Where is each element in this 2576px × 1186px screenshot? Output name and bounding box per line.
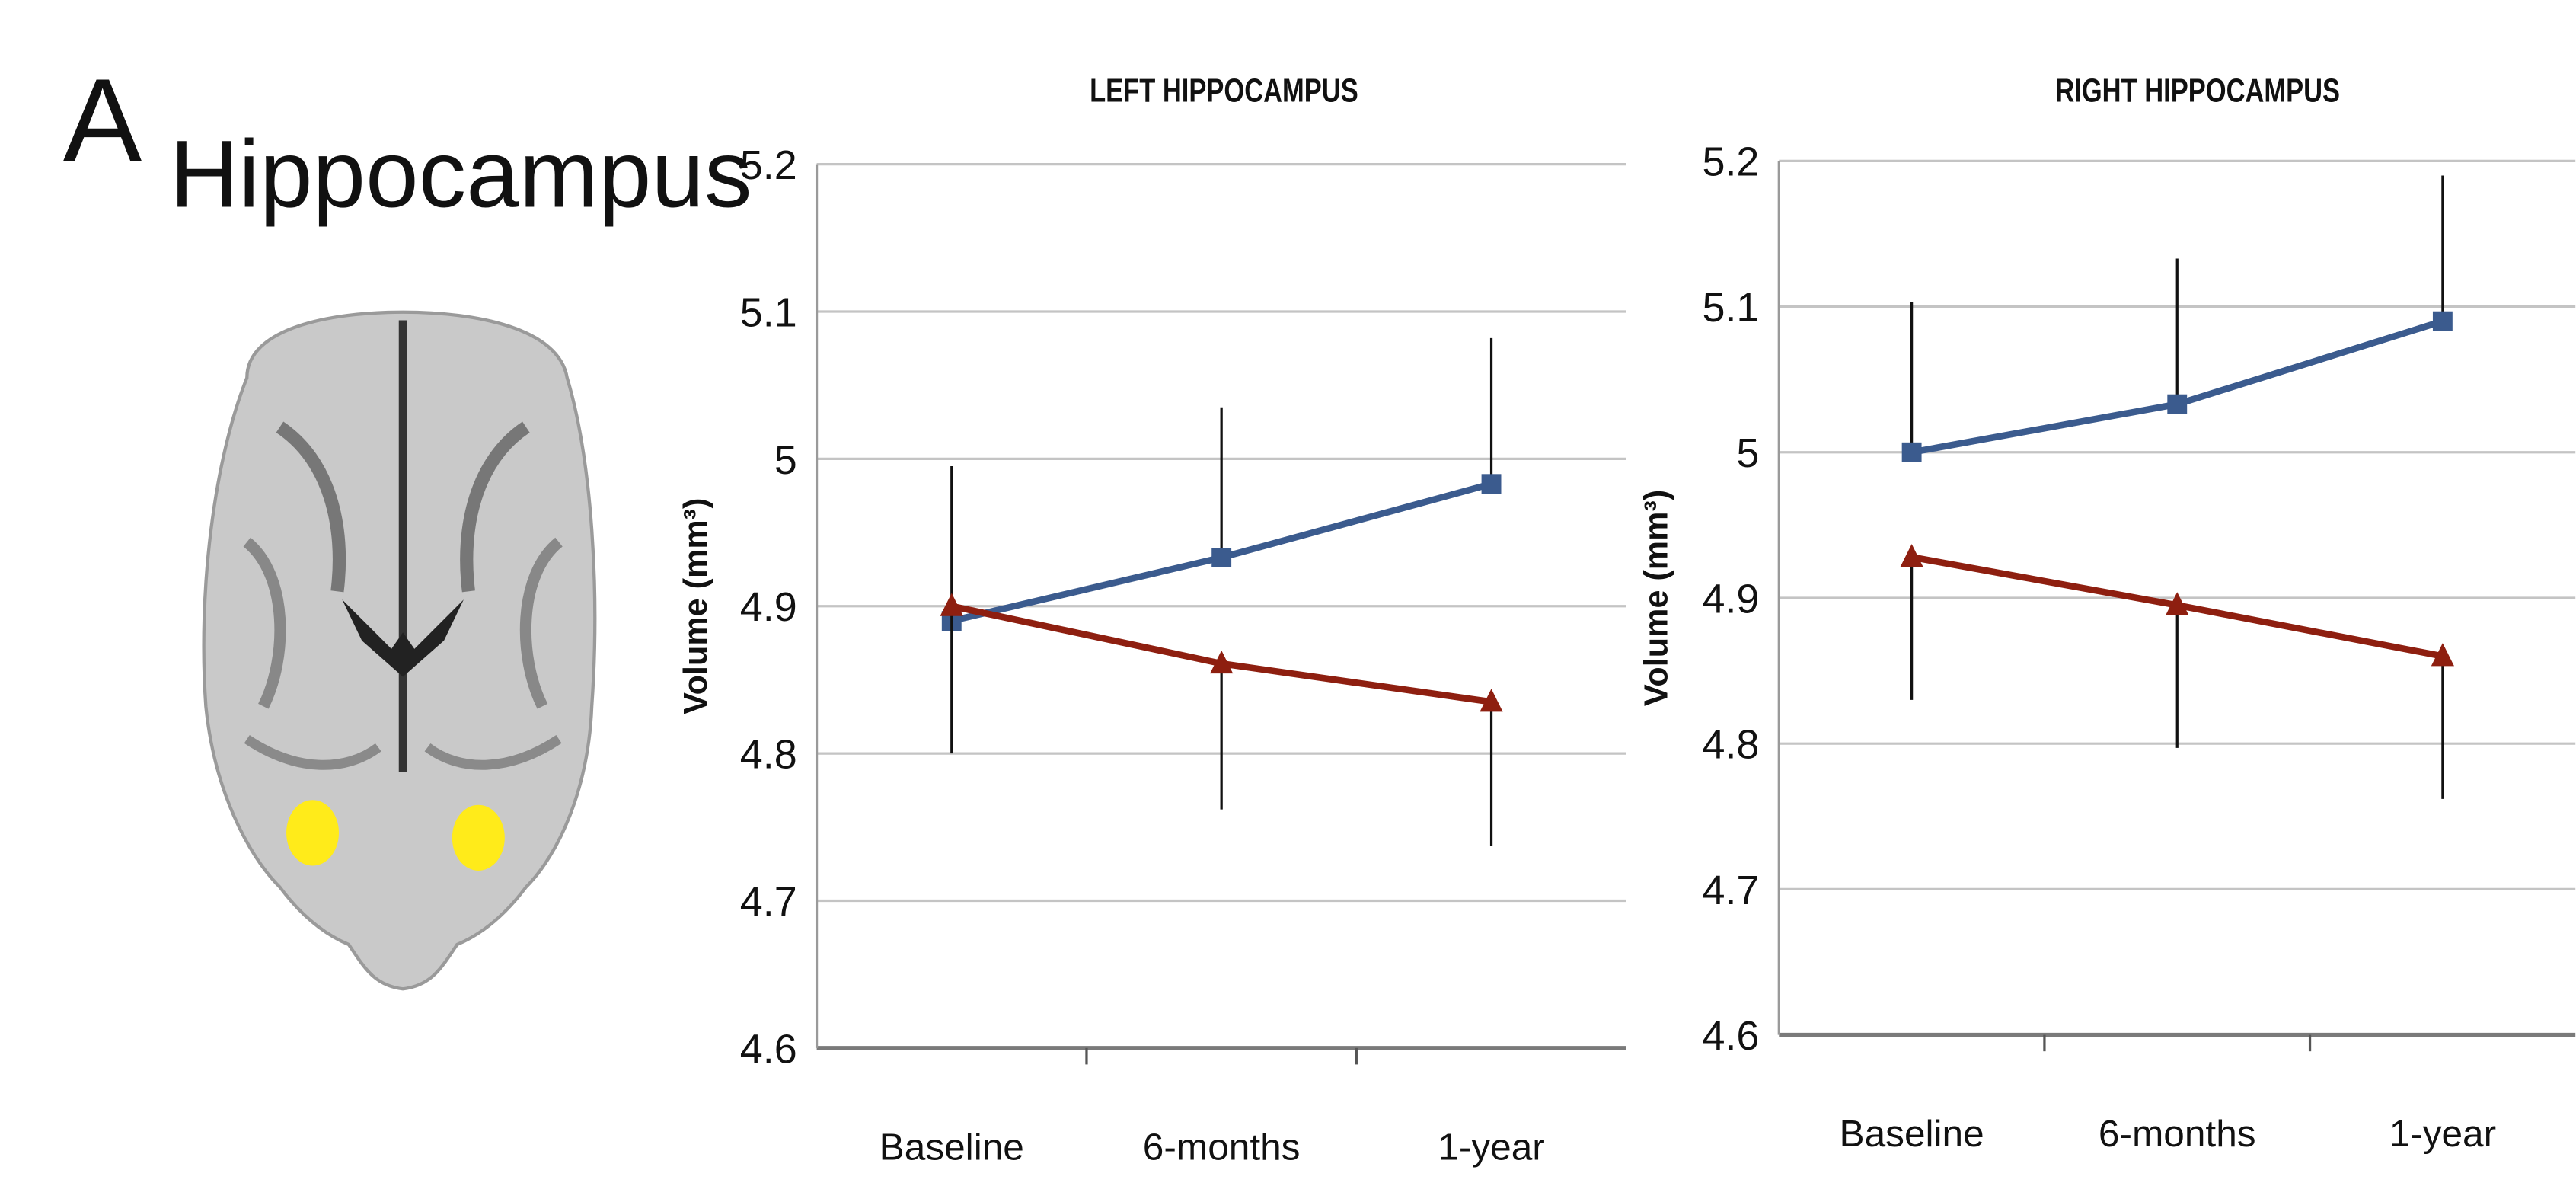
region-title: Hippocampus xyxy=(170,121,752,228)
marker xyxy=(2433,312,2453,331)
y-tick-label: 4.6 xyxy=(1702,1013,1759,1059)
y-tick-label: 5 xyxy=(1736,430,1759,476)
y-tick-label: 4.9 xyxy=(740,584,797,630)
x-tick-label: 1-year xyxy=(1438,1125,1545,1168)
chart-title: RIGHT HIPPOCAMPUS xyxy=(2055,73,2340,109)
y-tick-label: 4.6 xyxy=(740,1026,797,1072)
page: {"panel_label": "A", "region_title": "Hi… xyxy=(0,0,2576,1186)
y-tick-label: 5.1 xyxy=(740,289,797,335)
y-axis-label: Volume (mm³) xyxy=(678,498,714,714)
brain-image xyxy=(204,312,595,989)
y-tick-label: 5 xyxy=(774,437,797,483)
marker xyxy=(1902,443,1922,462)
y-tick-label: 5.2 xyxy=(740,142,797,188)
y-axis-label: Volume (mm³) xyxy=(1639,490,1675,706)
y-tick-label: 5.1 xyxy=(1702,285,1759,331)
marker xyxy=(1211,548,1231,567)
y-tick-label: 4.7 xyxy=(740,879,797,925)
y-tick-label: 4.7 xyxy=(1702,868,1759,913)
y-tick-label: 5.2 xyxy=(1702,139,1759,185)
marker xyxy=(2167,395,2187,414)
x-tick-label: 1-year xyxy=(2389,1112,2497,1155)
x-tick-label: 6-months xyxy=(2099,1112,2256,1155)
marker xyxy=(1482,474,1502,494)
x-tick-label: Baseline xyxy=(879,1125,1024,1168)
chart-title: LEFT HIPPOCAMPUS xyxy=(1090,73,1358,109)
x-tick-label: 6-months xyxy=(1143,1125,1301,1168)
y-tick-label: 4.9 xyxy=(1702,576,1759,622)
figure: A Hippocampus LEFT HIPPOCAMPUS Volume (mm… xyxy=(0,0,2576,1186)
y-tick-label: 4.8 xyxy=(740,732,797,778)
y-tick-label: 4.8 xyxy=(1702,722,1759,768)
panel-label: A xyxy=(63,53,142,186)
x-tick-label: Baseline xyxy=(1840,1112,1984,1155)
